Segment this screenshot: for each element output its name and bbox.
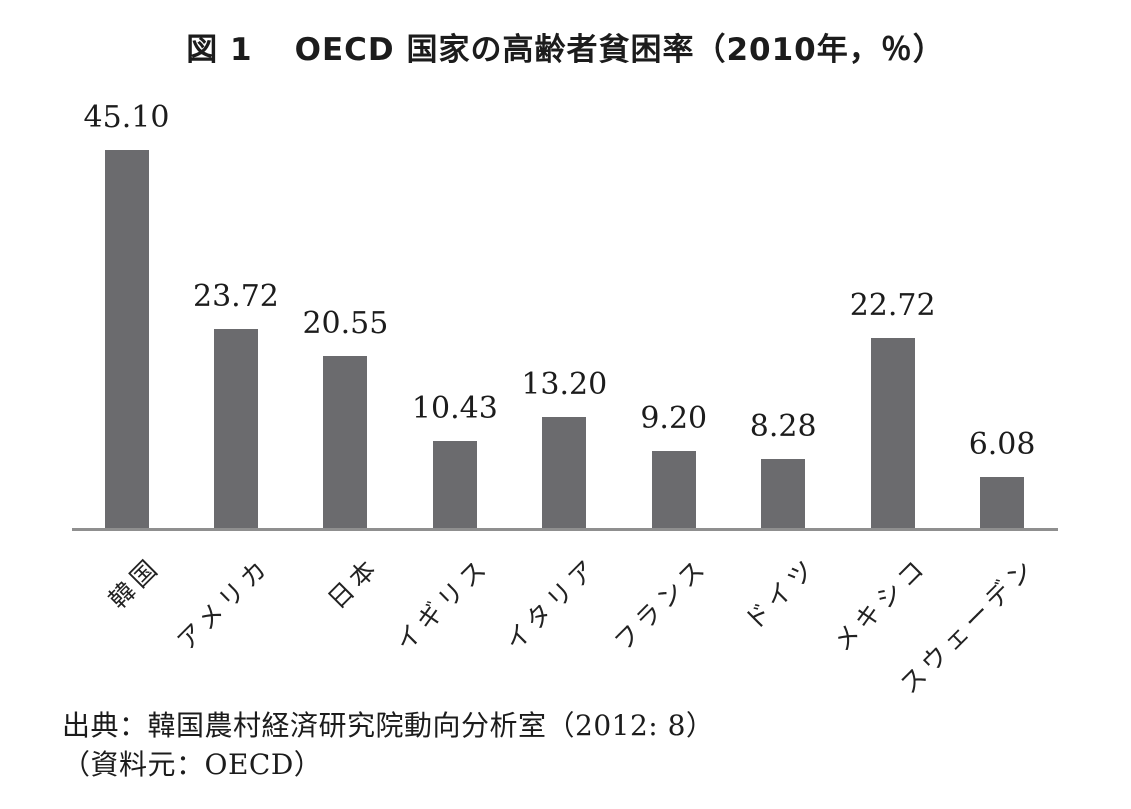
bar	[761, 458, 806, 528]
bar-value-label: 10.43	[411, 390, 498, 426]
bar-value-label: 20.55	[302, 305, 389, 341]
bar-value-label: 23.72	[192, 279, 279, 315]
bar-value-label: 13.20	[521, 367, 608, 403]
bar	[870, 337, 915, 528]
bar-value-label: 8.28	[749, 408, 817, 444]
source-note: 出典：韓国農村経済研究院動向分析室（2012: 8） （資料元：OECD）	[62, 706, 714, 784]
bar-value-label: 45.10	[83, 100, 170, 135]
source-line-2: （資料元：OECD）	[62, 748, 323, 781]
figure-title-text: OECD 国家の高齢者貧困率（2010年，％）	[294, 32, 945, 68]
bar-value-label: 9.20	[640, 400, 708, 436]
bar	[104, 150, 149, 528]
bar	[213, 329, 258, 528]
figure-title: 図 1 OECD 国家の高齢者貧困率（2010年，％）	[0, 24, 1131, 69]
x-tick-label: ドイツ	[739, 551, 824, 636]
bar	[980, 477, 1025, 528]
bar-value-label: 6.08	[968, 427, 1036, 463]
x-tick-label: アメリカ	[171, 551, 276, 657]
bar	[323, 355, 368, 528]
bar-value-label: 22.72	[849, 287, 936, 323]
bar	[432, 440, 477, 528]
x-tick-label: 日本	[322, 551, 386, 615]
figure-number: 図 1	[186, 32, 253, 68]
x-tick-label: メキシコ	[827, 551, 933, 657]
x-tick-label: イタリア	[499, 551, 605, 657]
x-tick-label: イギリス	[389, 551, 495, 657]
x-tick-label: 韓国	[103, 551, 167, 615]
x-axis-line	[72, 528, 1058, 531]
bar	[542, 417, 587, 528]
bar	[651, 450, 696, 528]
source-line-1: 出典：韓国農村経済研究院動向分析室（2012: 8）	[62, 709, 715, 742]
x-tick-label: フランス	[608, 551, 714, 657]
